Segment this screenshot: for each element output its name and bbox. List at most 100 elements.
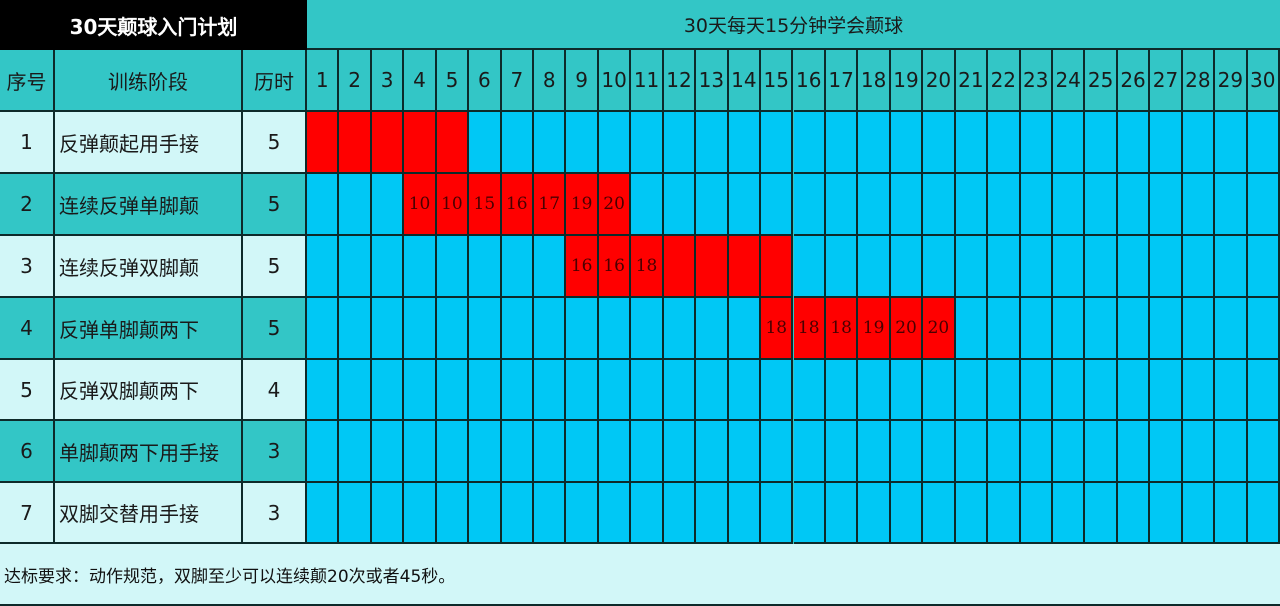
empty-day-cell[interactable]	[728, 298, 762, 360]
row-index[interactable]: 1	[0, 112, 55, 174]
planned-day-cell[interactable]	[663, 236, 697, 298]
empty-day-cell[interactable]	[663, 360, 697, 421]
planned-day-cell[interactable]: 16	[566, 236, 599, 298]
row-index[interactable]: 2	[0, 174, 55, 236]
planned-day-cell[interactable]: 19	[858, 298, 891, 360]
empty-day-cell[interactable]	[1150, 421, 1183, 483]
row-stage[interactable]: 单脚颠两下用手接	[55, 421, 243, 483]
empty-day-cell[interactable]	[1117, 236, 1151, 298]
empty-day-cell[interactable]	[923, 483, 956, 544]
empty-day-cell[interactable]	[858, 174, 891, 236]
empty-day-cell[interactable]	[631, 483, 664, 544]
empty-day-cell[interactable]	[339, 298, 372, 360]
empty-day-cell[interactable]	[1215, 421, 1248, 483]
empty-day-cell[interactable]	[436, 360, 470, 421]
empty-day-cell[interactable]	[534, 112, 567, 174]
empty-day-cell[interactable]	[728, 174, 762, 236]
empty-day-cell[interactable]	[404, 483, 437, 544]
empty-day-cell[interactable]	[825, 236, 859, 298]
empty-day-cell[interactable]	[988, 421, 1021, 483]
planned-day-cell[interactable]: 20	[923, 298, 956, 360]
planned-day-cell[interactable]	[339, 112, 372, 174]
empty-day-cell[interactable]	[1215, 483, 1248, 544]
row-stage[interactable]: 连续反弹单脚颠	[55, 174, 243, 236]
planned-day-cell[interactable]	[761, 236, 794, 298]
empty-day-cell[interactable]	[469, 483, 502, 544]
empty-day-cell[interactable]	[307, 298, 340, 360]
empty-day-cell[interactable]	[793, 112, 826, 174]
empty-day-cell[interactable]	[955, 236, 989, 298]
empty-day-cell[interactable]	[1052, 421, 1086, 483]
empty-day-cell[interactable]	[631, 421, 664, 483]
empty-day-cell[interactable]	[307, 174, 340, 236]
empty-day-cell[interactable]	[566, 298, 599, 360]
empty-day-cell[interactable]	[307, 360, 340, 421]
empty-day-cell[interactable]	[371, 421, 405, 483]
planned-day-cell[interactable]: 18	[631, 236, 664, 298]
empty-day-cell[interactable]	[1150, 112, 1183, 174]
row-duration[interactable]: 4	[243, 360, 307, 421]
row-duration[interactable]: 5	[243, 298, 307, 360]
empty-day-cell[interactable]	[793, 483, 826, 544]
empty-day-cell[interactable]	[761, 174, 794, 236]
empty-day-cell[interactable]	[793, 360, 826, 421]
empty-day-cell[interactable]	[598, 483, 632, 544]
empty-day-cell[interactable]	[988, 236, 1021, 298]
empty-day-cell[interactable]	[988, 360, 1021, 421]
empty-day-cell[interactable]	[858, 421, 891, 483]
empty-day-cell[interactable]	[1150, 483, 1183, 544]
empty-day-cell[interactable]	[761, 112, 794, 174]
empty-day-cell[interactable]	[1247, 360, 1280, 421]
planned-day-cell[interactable]: 10	[436, 174, 470, 236]
empty-day-cell[interactable]	[1182, 298, 1216, 360]
empty-day-cell[interactable]	[598, 112, 632, 174]
row-stage[interactable]: 双脚交替用手接	[55, 483, 243, 544]
empty-day-cell[interactable]	[1117, 174, 1151, 236]
empty-day-cell[interactable]	[793, 421, 826, 483]
empty-day-cell[interactable]	[1085, 421, 1118, 483]
empty-day-cell[interactable]	[663, 298, 697, 360]
empty-day-cell[interactable]	[696, 483, 729, 544]
empty-day-cell[interactable]	[696, 360, 729, 421]
empty-day-cell[interactable]	[371, 298, 405, 360]
empty-day-cell[interactable]	[598, 360, 632, 421]
empty-day-cell[interactable]	[307, 421, 340, 483]
empty-day-cell[interactable]	[1182, 236, 1216, 298]
empty-day-cell[interactable]	[793, 236, 826, 298]
empty-day-cell[interactable]	[501, 483, 535, 544]
empty-day-cell[interactable]	[1020, 421, 1053, 483]
empty-day-cell[interactable]	[761, 483, 794, 544]
empty-day-cell[interactable]	[1215, 360, 1248, 421]
empty-day-cell[interactable]	[890, 360, 924, 421]
planned-day-cell[interactable]	[371, 112, 405, 174]
empty-day-cell[interactable]	[1020, 174, 1053, 236]
empty-day-cell[interactable]	[890, 174, 924, 236]
empty-day-cell[interactable]	[955, 298, 989, 360]
empty-day-cell[interactable]	[1150, 236, 1183, 298]
empty-day-cell[interactable]	[469, 236, 502, 298]
planned-day-cell[interactable]	[696, 236, 729, 298]
empty-day-cell[interactable]	[534, 236, 567, 298]
empty-day-cell[interactable]	[1085, 360, 1118, 421]
empty-day-cell[interactable]	[858, 483, 891, 544]
empty-day-cell[interactable]	[1215, 174, 1248, 236]
empty-day-cell[interactable]	[890, 236, 924, 298]
empty-day-cell[interactable]	[1247, 483, 1280, 544]
empty-day-cell[interactable]	[696, 174, 729, 236]
empty-day-cell[interactable]	[1052, 483, 1086, 544]
empty-day-cell[interactable]	[1085, 174, 1118, 236]
empty-day-cell[interactable]	[598, 421, 632, 483]
empty-day-cell[interactable]	[663, 174, 697, 236]
row-index[interactable]: 4	[0, 298, 55, 360]
empty-day-cell[interactable]	[566, 360, 599, 421]
empty-day-cell[interactable]	[1247, 298, 1280, 360]
row-index[interactable]: 5	[0, 360, 55, 421]
empty-day-cell[interactable]	[534, 483, 567, 544]
planned-day-cell[interactable]: 20	[890, 298, 924, 360]
empty-day-cell[interactable]	[1020, 112, 1053, 174]
planned-day-cell[interactable]: 19	[566, 174, 599, 236]
row-index[interactable]: 3	[0, 236, 55, 298]
empty-day-cell[interactable]	[1182, 174, 1216, 236]
empty-day-cell[interactable]	[955, 421, 989, 483]
empty-day-cell[interactable]	[1247, 112, 1280, 174]
